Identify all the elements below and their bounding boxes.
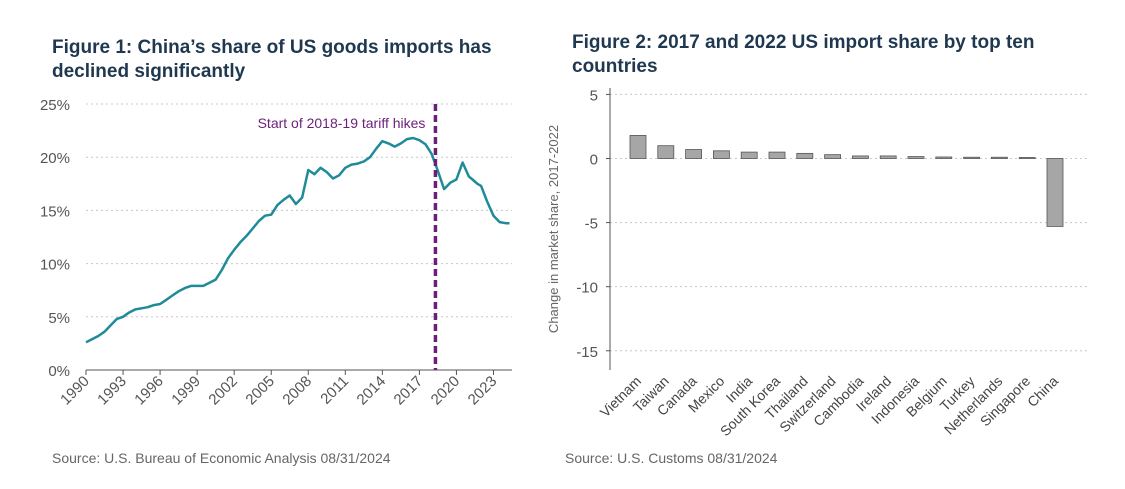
figure-1-source: Source: U.S. Bureau of Economic Analysis… <box>52 450 391 466</box>
y-tick-label: 15% <box>40 203 70 220</box>
y-tick-label: 0% <box>48 363 70 380</box>
x-tick-label: 1993 <box>94 373 130 409</box>
y-tick-label: -15 <box>576 344 598 361</box>
x-tick-label: 2008 <box>279 373 315 409</box>
figure-2-title: Figure 2: 2017 and 2022 US import share … <box>572 31 1034 79</box>
bar-mexico <box>712 150 730 159</box>
x-tick-label: 2017 <box>391 373 427 409</box>
bar-switzerland <box>824 154 842 159</box>
x-tick-label: 2005 <box>242 373 278 409</box>
bar-china <box>1046 158 1064 227</box>
y-tick-label: -5 <box>585 216 598 233</box>
bar-netherlands <box>990 156 1008 159</box>
y-tick-label: 5% <box>48 310 70 327</box>
x-tick-label: 1999 <box>168 373 204 409</box>
figure-1-title-line-2: declined significantly <box>52 61 246 82</box>
y-tick-label: 25% <box>40 97 70 114</box>
x-tick-label: 2011 <box>317 373 352 408</box>
bar-belgium <box>935 156 953 159</box>
y-tick-label: 20% <box>40 150 70 167</box>
bar-taiwan <box>657 145 675 159</box>
figure-2-title-line-1: Figure 2: 2017 and 2022 US import share … <box>572 32 1035 53</box>
bar-singapore <box>1018 157 1036 159</box>
figure-2-panel: Figure 2: 2017 and 2022 US import share … <box>546 0 1125 489</box>
figure-1-title-line-1: Figure 1: China’s share of US goods impo… <box>52 37 492 58</box>
figure-1-panel: Figure 1: China’s share of US goods impo… <box>0 0 540 489</box>
import-share-line <box>85 136 510 344</box>
bar-indonesia <box>907 156 925 159</box>
bar-ireland <box>879 155 897 159</box>
tariff-annotation-label: Start of 2018-19 tariff hikes <box>258 115 426 131</box>
y-tick-label: 10% <box>40 257 70 274</box>
y-axis-label: Change in market share, 2017-2022 <box>546 125 561 333</box>
x-tick-label: 2002 <box>205 373 241 409</box>
x-tick-label: China <box>1024 373 1061 410</box>
x-tick-label: 2020 <box>428 373 464 409</box>
x-tick-label: 2014 <box>354 373 390 409</box>
bar-cambodia <box>851 155 869 159</box>
bar-thailand <box>796 152 814 159</box>
figure-1-title: Figure 1: China’s share of US goods impo… <box>52 36 492 84</box>
bar-vietnam <box>629 135 647 159</box>
figure-2-source: Source: U.S. Customs 08/31/2024 <box>565 450 778 466</box>
y-tick-label: -10 <box>576 280 598 297</box>
figure-2-bar-chart: 5 0 -5 -10 -15 Change in market share, 2017-2… <box>546 87 1088 439</box>
figure-2-title-line-2: countries <box>572 56 658 77</box>
figure-1-line-chart: 0%5%10%15%20%25%1990 1993 1996 1999 2002 2005… <box>40 97 512 409</box>
y-tick-label: 0 <box>590 152 598 169</box>
bar-canada <box>685 149 702 159</box>
bar-india <box>740 151 758 159</box>
x-tick-label: 2023 <box>465 373 501 409</box>
x-tick-label: 1996 <box>131 373 167 409</box>
bar-turkey <box>963 156 981 159</box>
bar-south-korea <box>768 151 786 159</box>
y-tick-label: 5 <box>590 87 598 104</box>
